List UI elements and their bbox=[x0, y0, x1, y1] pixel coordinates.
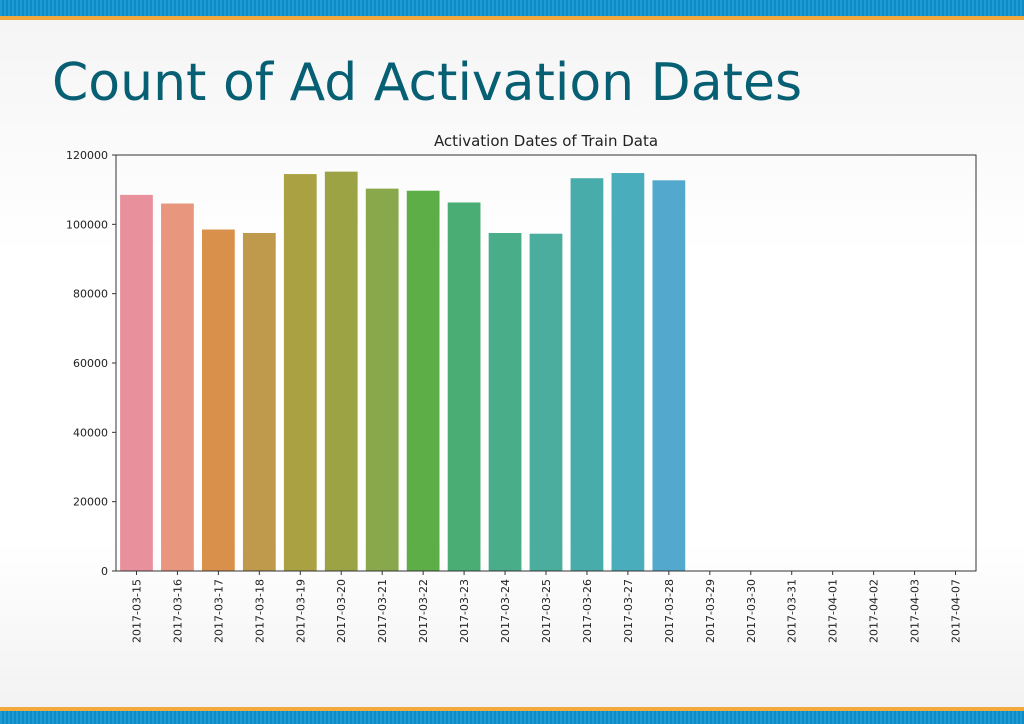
chart-title: Activation Dates of Train Data bbox=[434, 132, 658, 150]
x-tick-label: 2017-03-24 bbox=[499, 579, 512, 643]
y-tick-label: 0 bbox=[101, 565, 108, 578]
bottom-banner-stripe bbox=[0, 711, 1024, 724]
bars-group bbox=[120, 171, 972, 572]
top-accent-line bbox=[0, 16, 1024, 20]
x-tick-label: 2017-03-27 bbox=[622, 579, 635, 643]
x-axis: 2017-03-15 2017-03-16 2017-03-17 2017-03-18… bbox=[130, 571, 963, 643]
x-tick-label: 2017-03-25 bbox=[540, 579, 553, 643]
bar-2017-03-26 bbox=[570, 178, 604, 572]
y-tick-label: 80000 bbox=[73, 288, 108, 301]
y-tick-label: 60000 bbox=[73, 357, 108, 370]
x-tick-label: 2017-03-30 bbox=[745, 579, 758, 643]
bar-2017-03-15 bbox=[120, 194, 153, 571]
bar-2017-03-17 bbox=[202, 229, 235, 571]
x-tick-label: 2017-03-20 bbox=[335, 579, 348, 643]
y-tick-label: 40000 bbox=[73, 426, 108, 439]
bar-2017-03-18 bbox=[242, 233, 276, 571]
bar-2017-03-21 bbox=[365, 188, 399, 571]
bottom-accent-line bbox=[0, 707, 1024, 711]
x-tick-label: 2017-03-17 bbox=[212, 579, 225, 643]
bar-2017-03-22 bbox=[406, 190, 440, 571]
bar-2017-03-19 bbox=[283, 174, 317, 571]
bar-2017-03-28 bbox=[652, 180, 686, 571]
x-tick-label: 2017-04-07 bbox=[950, 579, 963, 643]
x-tick-label: 2017-03-21 bbox=[376, 579, 389, 643]
bar-2017-03-27 bbox=[611, 173, 645, 571]
x-tick-label: 2017-04-02 bbox=[868, 579, 881, 643]
plot-frame bbox=[115, 154, 977, 572]
x-tick-label: 2017-04-03 bbox=[909, 579, 922, 643]
x-tick-label: 2017-03-18 bbox=[253, 579, 266, 643]
bar-2017-03-25 bbox=[529, 233, 563, 571]
y-tick-label: 100000 bbox=[66, 218, 108, 231]
bar-chart: Activation Dates of Train Data 0 20000 400… bbox=[66, 132, 977, 643]
x-tick-label: 2017-03-19 bbox=[294, 579, 307, 643]
x-tick-label: 2017-03-22 bbox=[417, 579, 430, 643]
x-tick-label: 2017-04-01 bbox=[827, 579, 840, 643]
y-axis: 0 20000 40000 60000 80000 100000 120000 bbox=[66, 149, 116, 578]
bar-2017-03-20 bbox=[324, 171, 358, 571]
bar-2017-03-23 bbox=[447, 202, 481, 572]
bar-2017-03-24 bbox=[488, 233, 522, 571]
top-banner-stripe bbox=[0, 0, 1024, 16]
y-tick-label: 20000 bbox=[73, 496, 108, 509]
x-tick-label: 2017-03-31 bbox=[786, 579, 799, 643]
slide-title: Count of Ad Activation Dates bbox=[52, 53, 803, 113]
x-tick-label: 2017-03-26 bbox=[581, 579, 594, 643]
y-tick-label: 120000 bbox=[66, 149, 108, 162]
x-tick-label: 2017-03-15 bbox=[130, 579, 143, 643]
x-tick-label: 2017-03-23 bbox=[458, 579, 471, 643]
bar-2017-03-16 bbox=[161, 203, 194, 571]
x-tick-label: 2017-03-28 bbox=[663, 579, 676, 643]
x-tick-label: 2017-03-16 bbox=[171, 579, 184, 643]
x-tick-label: 2017-03-29 bbox=[704, 579, 717, 643]
